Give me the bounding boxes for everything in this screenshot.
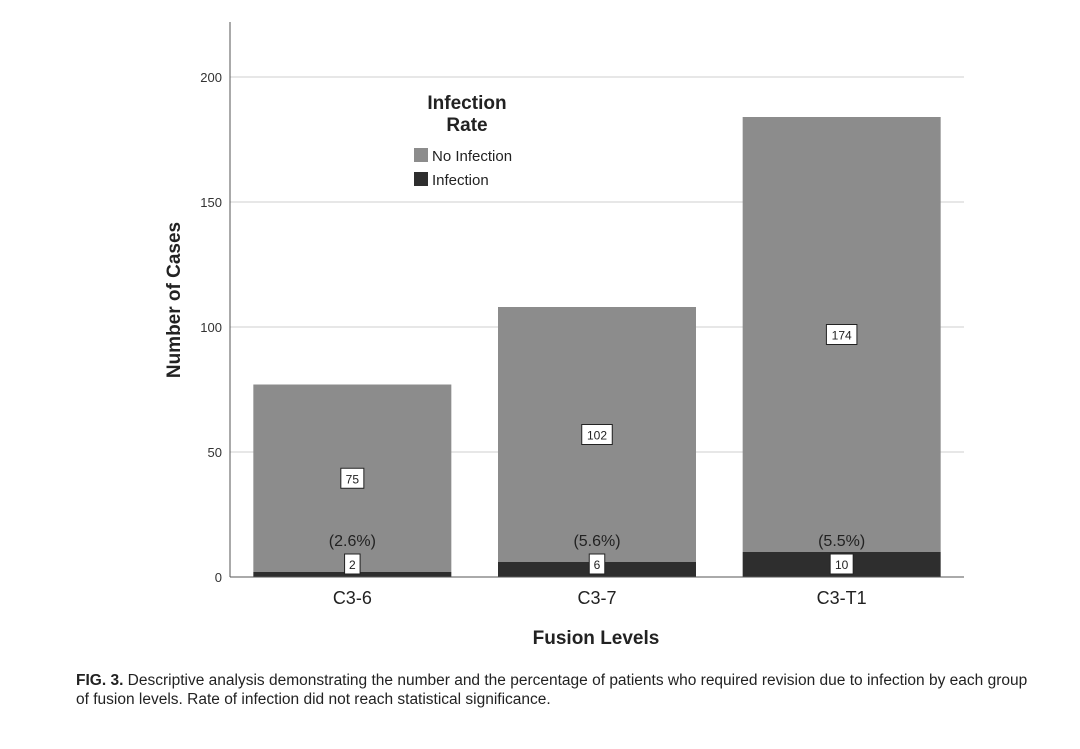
x-tick-label: C3-T1 [817,588,867,608]
x-axis-title: Fusion Levels [533,628,660,649]
x-tick-label: C3-6 [333,588,372,608]
legend-title-line-1: Infection [427,93,506,114]
legend-title-line-2: Rate [446,115,487,136]
legend: Infection Rate No Infection Infection [414,93,512,189]
caption-prefix: FIG. 3. [76,672,124,689]
y-tick-label: 50 [208,445,222,460]
data-label-no-infection: 102 [587,429,607,443]
data-label-infection: 10 [835,558,849,572]
infection-rate-label: (2.6%) [329,533,376,550]
y-axis-ticks: 0 50 100 150 200 [200,70,222,585]
legend-label-infection: Infection [432,172,489,189]
bars [253,117,941,577]
x-axis-ticks: C3-6 C3-7 C3-T1 [333,588,867,608]
x-tick-label: C3-7 [577,588,616,608]
legend-swatch-infection [414,172,428,186]
data-label-box-infection [829,553,854,575]
data-label-box-no-infection [340,467,365,489]
y-tick-label: 200 [200,70,222,85]
data-label-box-no-infection [825,324,858,345]
caption-text: Descriptive analysis demonstrating the n… [76,672,1028,708]
legend-swatch-no-infection [414,148,428,162]
infection-rate-label: (5.5%) [818,533,865,550]
figure-caption: FIG. 3. Descriptive analysis demonstrati… [76,671,1036,709]
data-labels: 75 2 (2.6%) 102 6 (5.6%) 174 10 (5.5%) [329,324,865,575]
y-tick-label: 150 [200,195,222,210]
y-axis-title: Number of Cases [164,222,185,378]
infection-rate-label: (5.6%) [573,533,620,550]
stacked-bar-chart: 0 50 100 150 200 75 2 (2.6%) 102 6 (5.6%) 174 10 (5.… [164,22,964,649]
y-tick-label: 0 [215,570,222,585]
data-label-box-infection [588,553,606,575]
data-label-box-infection [344,553,361,575]
data-label-infection: 6 [594,558,601,572]
y-tick-label: 100 [200,320,222,335]
data-label-box-no-infection [581,424,613,445]
data-label-infection: 2 [349,558,356,572]
data-label-no-infection: 75 [346,472,360,486]
legend-label-no-infection: No Infection [432,148,512,165]
data-label-no-infection: 174 [832,329,852,343]
